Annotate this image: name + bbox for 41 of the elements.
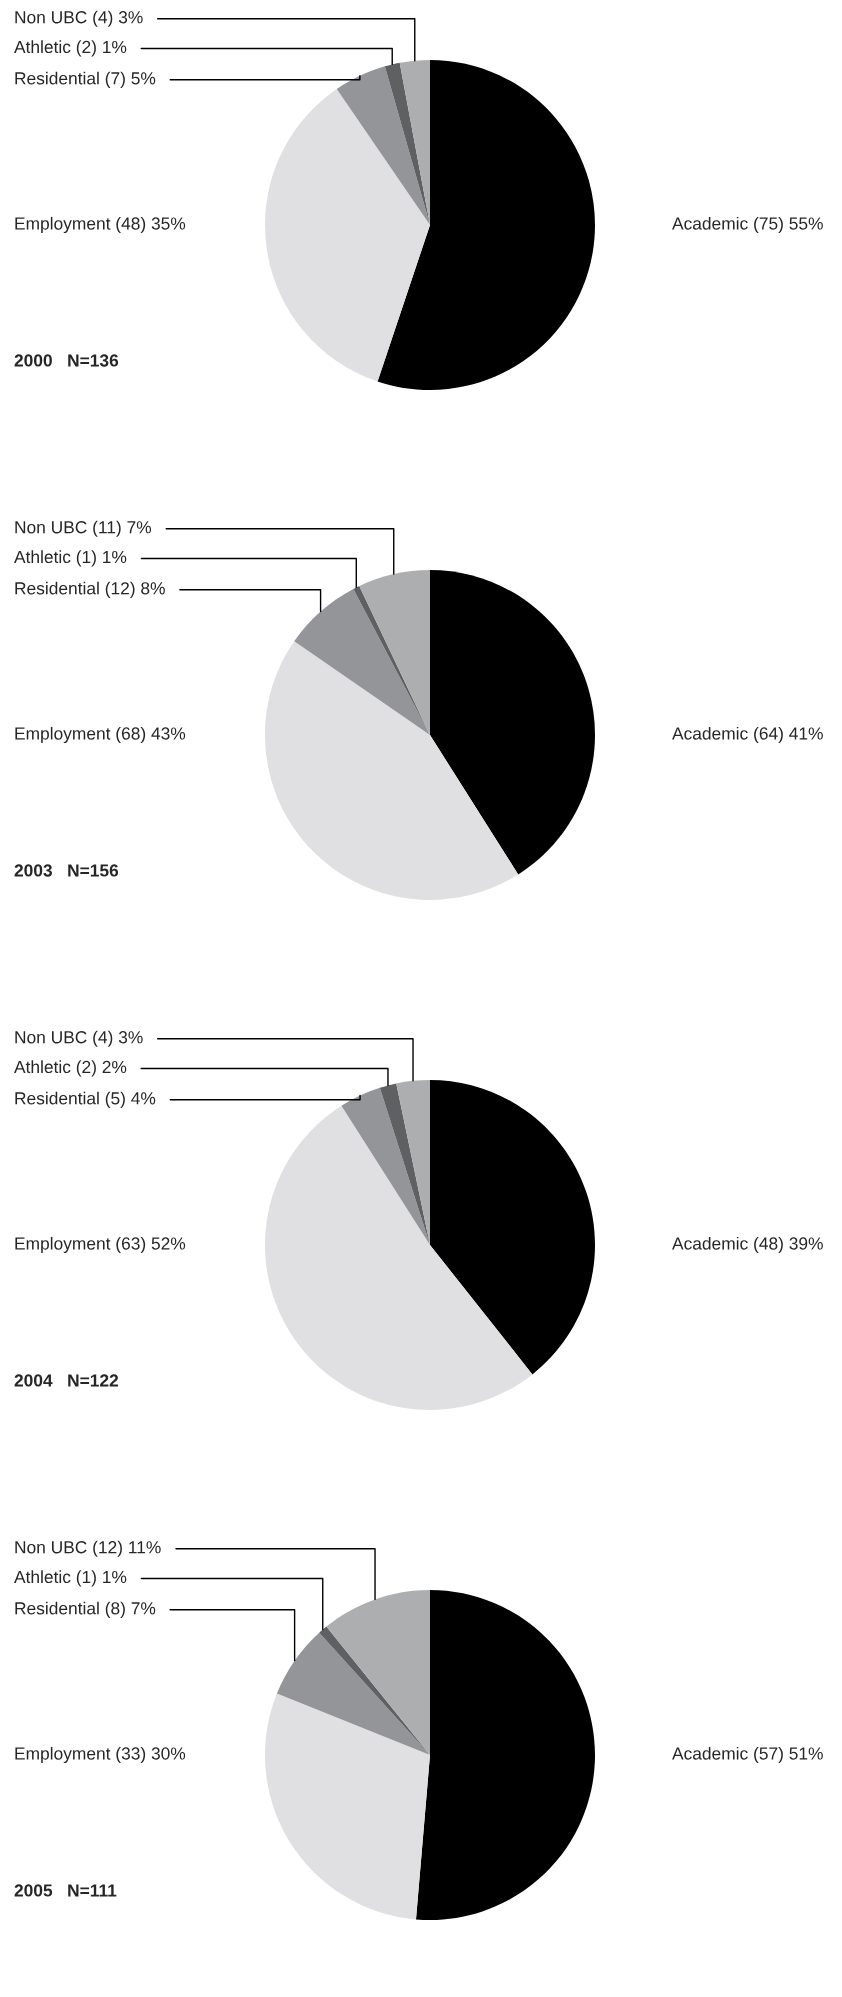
slice-label: Residential (8) 7% xyxy=(15,1601,156,1618)
pie-slice xyxy=(416,1590,595,1920)
pie-slice xyxy=(265,88,430,382)
slice-label: Non UBC (11) 7% xyxy=(15,520,152,537)
slice-label: Employment (68) 43% xyxy=(15,726,186,744)
slice-label: Non UBC (4) 3% xyxy=(15,10,143,27)
slice-label: Academic (64) 41% xyxy=(672,726,823,744)
pie-slice xyxy=(430,570,595,875)
pie-slice xyxy=(384,62,430,225)
text: 2005 N=111 xyxy=(14,1884,117,1897)
slice-label: Athletic (2) 1% xyxy=(14,40,127,57)
pie-slice xyxy=(430,1080,595,1375)
pie-slice xyxy=(399,60,430,225)
slice-label: Athletic (1) 1% xyxy=(14,550,127,567)
pie-slice xyxy=(396,1080,430,1245)
slice-label: Employment (33) 30% xyxy=(15,1746,186,1764)
pie-slice xyxy=(265,1105,533,1410)
slice-label: Athletic (1) 1% xyxy=(14,1570,127,1587)
slice-label: Academic (57) 51% xyxy=(672,1746,823,1764)
pie-slice xyxy=(377,60,595,390)
pie-slice xyxy=(326,1590,430,1755)
slice-label: Employment (63) 52% xyxy=(15,1236,186,1254)
text: 2003 N=156 xyxy=(14,864,119,877)
slice-label: Non UBC (4) 3% xyxy=(15,1030,143,1047)
slice-label: Academic (75) 55% xyxy=(672,216,823,234)
slice-label: Residential (5) 4% xyxy=(15,1091,156,1108)
pie-slice xyxy=(336,66,430,225)
pie-slice xyxy=(265,1693,430,1920)
slice-label: Residential (12) 8% xyxy=(15,581,165,598)
slice-label: Academic (48) 39% xyxy=(672,1236,823,1254)
slice-label: Non UBC (12) 11% xyxy=(15,1540,161,1557)
text: 2004 N=122 xyxy=(14,1374,119,1387)
slice-label: Residential (7) 5% xyxy=(15,71,156,88)
pie-slice xyxy=(359,570,430,735)
slice-label: Employment (48) 35% xyxy=(15,216,186,234)
text: 2000 N=136 xyxy=(14,354,119,367)
pie-slice xyxy=(294,588,430,735)
pie-slice xyxy=(276,1632,430,1755)
slice-label: Athletic (2) 2% xyxy=(14,1060,127,1077)
pie-slice xyxy=(265,641,519,900)
pie-slice xyxy=(341,1087,430,1245)
